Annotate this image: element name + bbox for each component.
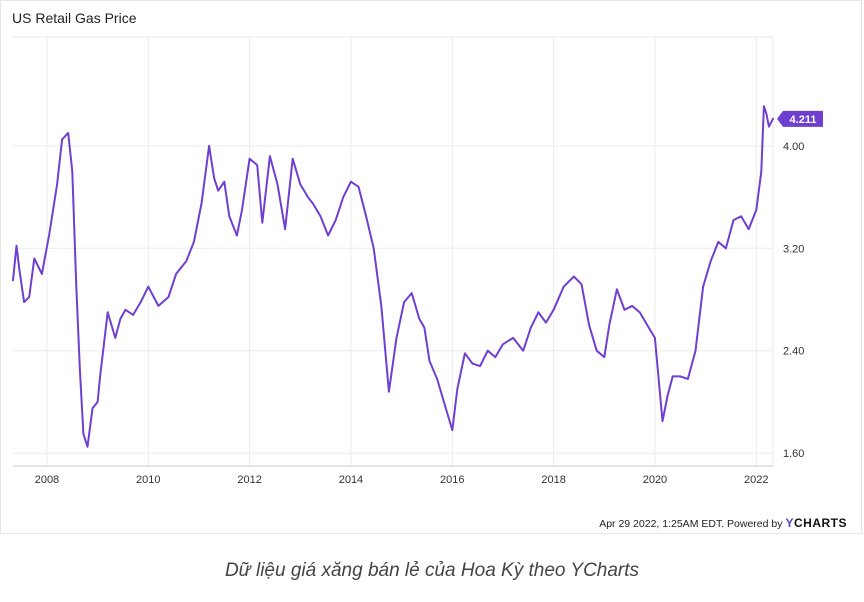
series-line (12, 105, 774, 448)
x-tick-label: 2016 (440, 474, 464, 486)
chart-footer: Apr 29 2022, 1:25AM EDT. Powered by YCHA… (599, 516, 847, 530)
ycharts-logo[interactable]: YCHARTS (785, 516, 847, 530)
y-tick-label: 1.60 (783, 448, 804, 460)
y-tick-label: 2.40 (783, 346, 804, 358)
x-tick-label: 2010 (136, 474, 160, 486)
last-value-badge (777, 110, 823, 127)
x-tick-label: 2012 (237, 474, 261, 486)
x-tick-label: 2008 (35, 474, 59, 486)
image-caption: Dữ liệu giá xăng bán lẻ của Hoa Kỳ theo … (224, 560, 640, 581)
x-tick-label: 2020 (643, 474, 667, 486)
chart-frame: US Retail Gas Price 2008 2010 2012 2014 2016… (0, 0, 862, 534)
y-tick-label: 3.20 (783, 243, 804, 255)
line-chart: 2008 2010 2012 2014 2016 2018 2020 2022 1.60 2.40… (12, 36, 823, 486)
timestamp-text: Apr 29 2022, 1:25AM EDT. Powered by (599, 518, 783, 530)
x-tick-label: 2018 (541, 474, 565, 486)
y-tick-label: 4.00 (783, 141, 804, 153)
x-tick-label: 2022 (744, 474, 768, 486)
chart-title: US Retail Gas Price (12, 10, 137, 26)
x-tick-label: 2014 (339, 474, 363, 486)
last-value-label: 4.211 (790, 114, 817, 126)
